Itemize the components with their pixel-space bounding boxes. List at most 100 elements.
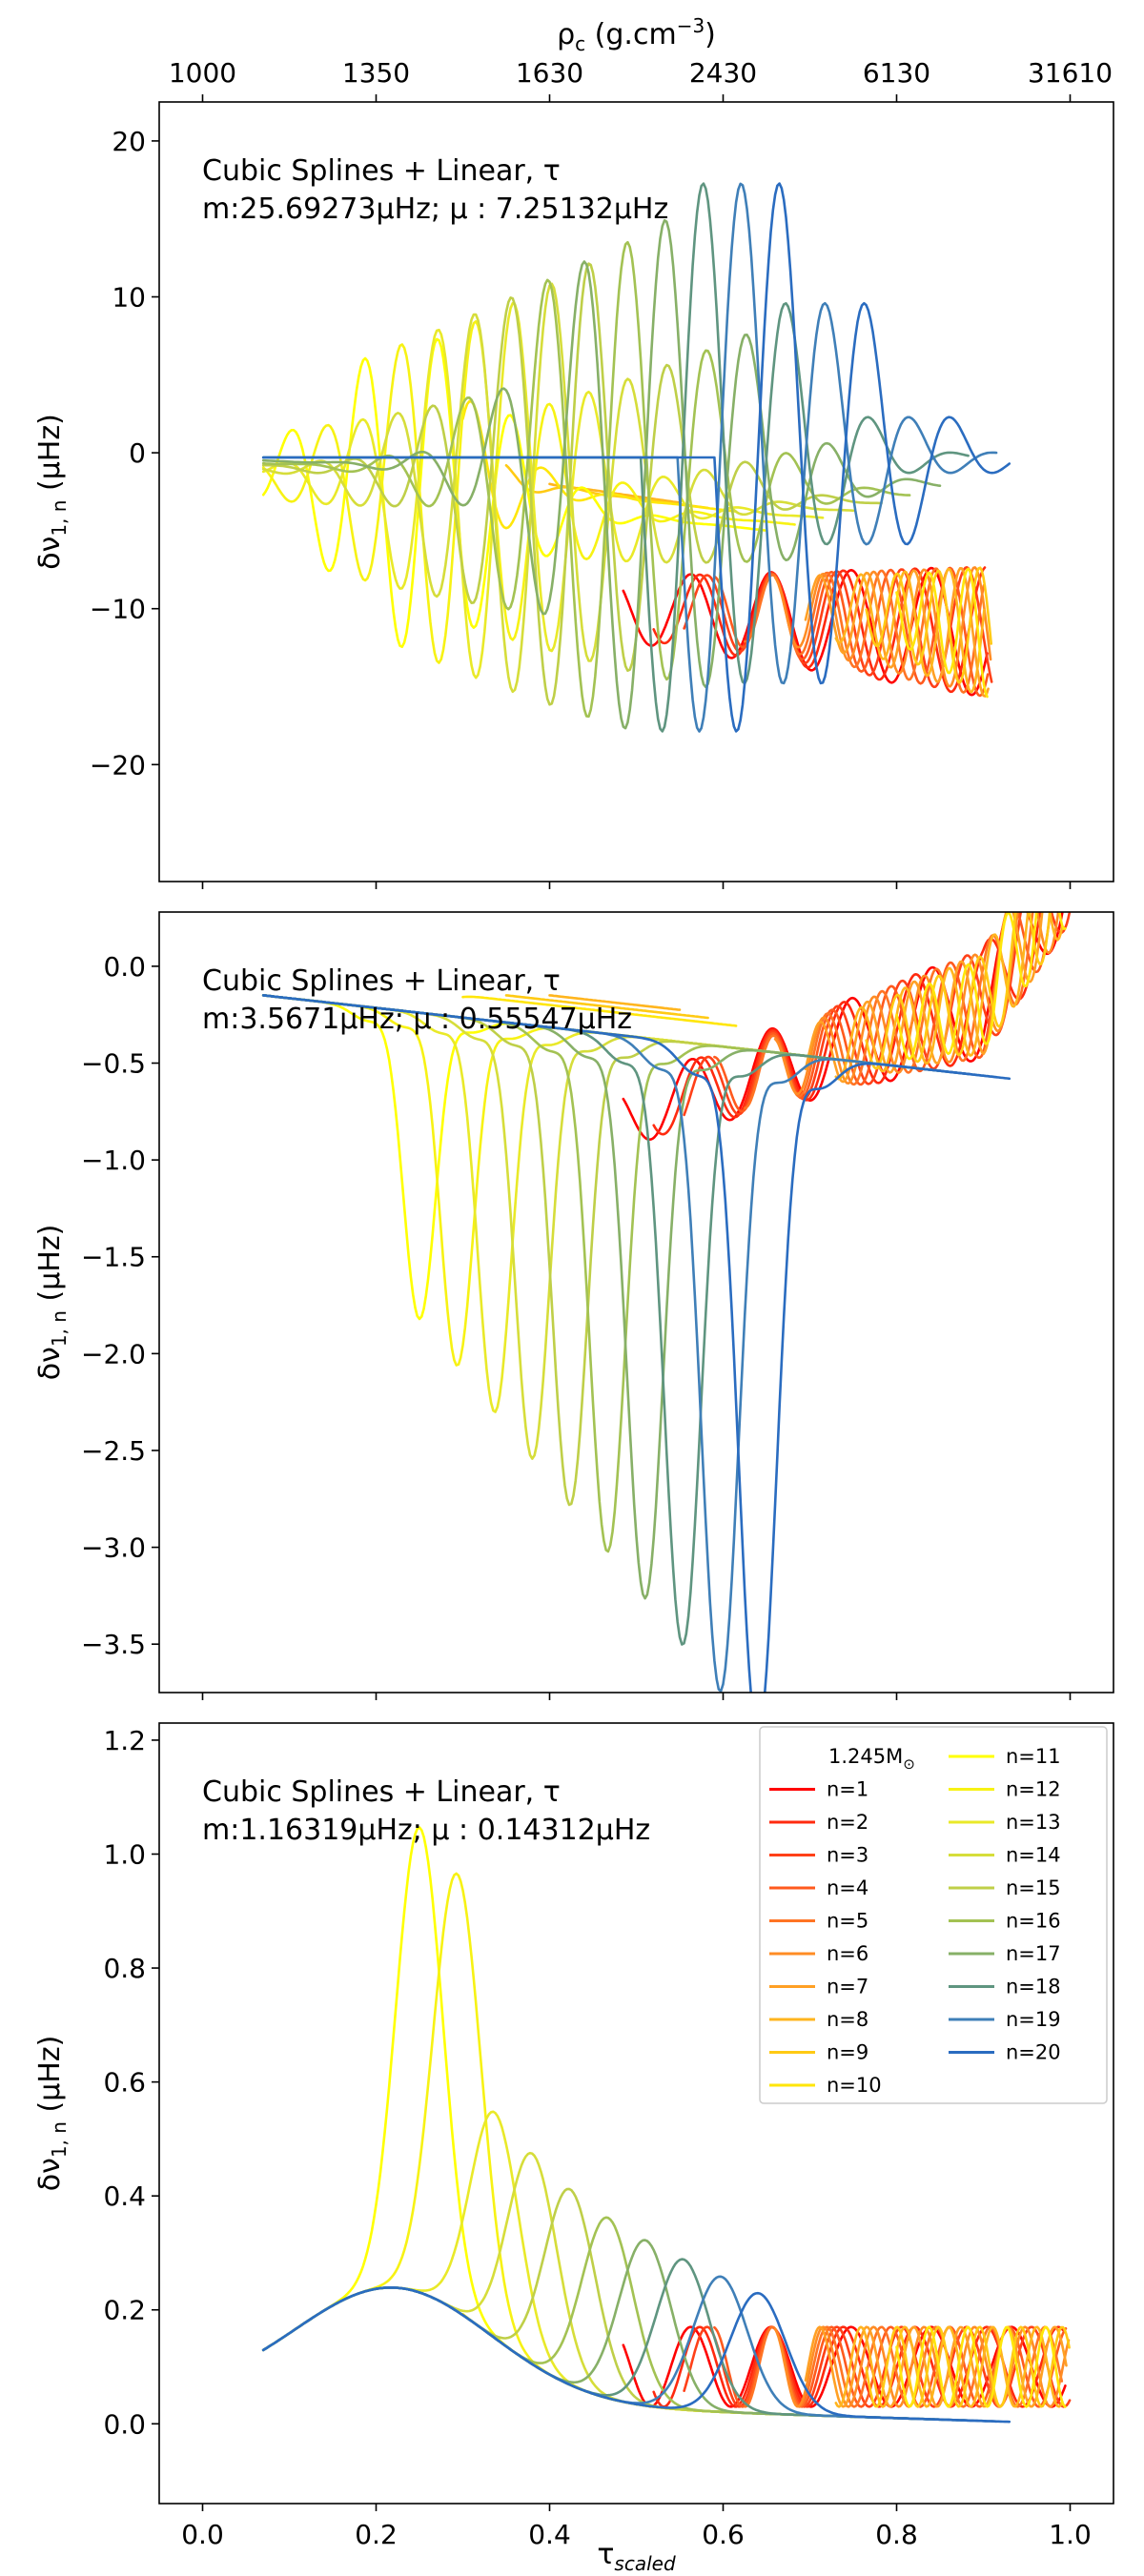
top-axis-label-unit: (g.cm <box>585 18 677 51</box>
legend-label: n=5 <box>827 1910 868 1933</box>
bottom-axis: 0.0 0.2 0.4 0.6 0.8 1.0 τscaled <box>181 2519 1092 2575</box>
y-axis-label-unit: (μHz) <box>33 414 67 499</box>
top-axis-label-close: ) <box>705 18 716 51</box>
legend-box <box>759 1726 1108 2104</box>
y-axis-label-sub: 1, n <box>48 2121 71 2158</box>
panel-curves <box>261 182 1011 733</box>
y-tick-label: −3.5 <box>81 1629 146 1660</box>
panel-frame <box>158 911 1114 1694</box>
y-axis-label-unit: (μHz) <box>33 1225 67 1310</box>
y-tick-label: 0.4 <box>103 2180 146 2212</box>
legend-title-text: 1.245M <box>828 1745 903 1768</box>
series-line-n13 <box>261 301 825 679</box>
panel-annotation-line1: Cubic Splines + Linear, τ <box>202 154 561 188</box>
panel-annotation-line2: m:25.69273μHz; μ : 7.25132μHz <box>202 193 668 226</box>
y-axis-label: δν1, n (μHz) <box>33 414 71 570</box>
legend-label: n=20 <box>1006 2041 1061 2064</box>
series-line-n6 <box>773 912 1060 1096</box>
series-line-n10 <box>461 399 738 530</box>
series-line-n2 <box>652 2325 1065 2408</box>
y-tick-label: −10 <box>90 594 146 625</box>
legend: 1.245M⊙ n=1 n=2 n=3 n=4 n=5 n=6 n=7 n=8 n=9 n=10 n=… <box>759 1726 1108 2104</box>
panel-annotation-line1: Cubic Splines + Linear, τ <box>202 964 561 998</box>
series-line-n7 <box>804 567 990 698</box>
panel-3: 0.0 0.2 0.4 0.6 0.8 1.0 1.2 δν1, n (μHz) Cubic S… <box>33 1722 1114 2511</box>
x-tick-label: 0.0 <box>181 2519 224 2550</box>
series-line-n17 <box>261 218 942 730</box>
y-axis-label-unit: (μHz) <box>33 2036 67 2121</box>
x-tick-label: 0.6 <box>702 2519 745 2550</box>
series-line-n10 <box>461 995 738 1027</box>
legend-label: n=11 <box>1006 1745 1061 1768</box>
series-line-n18 <box>261 994 970 1646</box>
y-tick-label: −3.0 <box>81 1532 146 1564</box>
panel-curves <box>261 1826 1072 2424</box>
series-line-n16 <box>261 2216 911 2421</box>
y-axis-label-symbol: δν <box>33 1347 67 1380</box>
y-tick-label: 0.2 <box>103 2295 146 2326</box>
x-axis-label: τscaled <box>597 2538 676 2575</box>
series-line-n8 <box>834 2325 1064 2408</box>
series-line-n10 <box>895 2325 1067 2408</box>
x-axis-label-sub: scaled <box>614 2552 676 2575</box>
legend-label: n=16 <box>1006 1910 1061 1933</box>
series-line-n19 <box>261 994 998 1693</box>
legend-label: n=2 <box>827 1811 868 1834</box>
legend-label: n=17 <box>1006 1942 1061 1965</box>
top-axis-tick-label: 31610 <box>1028 57 1113 89</box>
legend-label: n=12 <box>1006 1778 1061 1801</box>
y-tick-label: −20 <box>90 749 146 781</box>
top-axis-label: ρc (g.cm−3) <box>557 14 716 55</box>
y-axis-label: δν1, n (μHz) <box>33 1225 71 1381</box>
series-line-n12 <box>261 1872 796 2417</box>
x-axis-label-symbol: τ <box>597 2538 614 2571</box>
series-line-n20 <box>261 182 1011 733</box>
panel-frame <box>158 1722 1114 2505</box>
legend-label: n=14 <box>1006 1844 1061 1867</box>
legend-label: n=3 <box>827 1844 868 1867</box>
top-axis-tick-label: 1630 <box>516 57 583 89</box>
series-line-n20 <box>261 994 1011 1693</box>
y-tick-label: 0.0 <box>103 951 146 983</box>
y-tick-label: 1.2 <box>103 1725 146 1756</box>
y-axis-label-sub: 1, n <box>48 1310 71 1347</box>
x-tick-label: 0.8 <box>875 2519 918 2550</box>
series-line-n8 <box>548 994 682 1011</box>
y-tick-label: 0 <box>129 437 146 469</box>
panel-annotation-line2: m:3.5671μHz; μ : 0.55547μHz <box>202 1003 632 1036</box>
panel-frame <box>158 101 1114 882</box>
top-axis-tick-label: 2430 <box>689 57 757 89</box>
y-tick-label: −1.5 <box>81 1242 146 1273</box>
legend-label: n=13 <box>1006 1811 1061 1834</box>
series-line-n1 <box>622 2325 1067 2408</box>
panel-annotation-line1: Cubic Splines + Linear, τ <box>202 1775 561 1809</box>
top-axis-tick-label: 1350 <box>342 57 410 89</box>
top-axis-label-sup: −3 <box>677 14 705 37</box>
y-axis-label-symbol: δν <box>33 537 67 570</box>
panel-2: −3.5 −3.0 −2.5 −2.0 −1.5 −1.0 −0.5 0.0 δν1, n (μ… <box>33 911 1114 1700</box>
series-line-n16 <box>261 994 911 1553</box>
legend-label: n=18 <box>1006 1976 1061 1998</box>
y-tick-label: −0.5 <box>81 1048 146 1080</box>
series-line-n2 <box>652 912 1042 1136</box>
series-line-n8 <box>834 567 986 694</box>
y-tick-label: −2.0 <box>81 1338 146 1369</box>
series-line-n10 <box>895 567 989 699</box>
legend-label: n=1 <box>827 1778 868 1801</box>
top-axis: 1000 1350 1630 2430 6130 31610 ρc (g.cm−3) <box>169 14 1113 102</box>
series-line-n9 <box>865 912 1052 1070</box>
y-tick-label: 1.0 <box>103 1838 146 1870</box>
legend-label: n=15 <box>1006 1876 1061 1899</box>
y-tick-label: −2.5 <box>81 1435 146 1467</box>
series-line-n9 <box>504 994 709 1020</box>
y-tick-label: 0.8 <box>103 1953 146 1984</box>
series-line-n9 <box>865 2325 1071 2408</box>
top-axis-tick-label: 6130 <box>863 57 930 89</box>
x-tick-label: 1.0 <box>1049 2519 1092 2550</box>
y-tick-label: −1.0 <box>81 1145 146 1176</box>
series-line-n10 <box>895 912 1067 1061</box>
series-line-n13 <box>261 994 825 1413</box>
series-line-n6 <box>773 2325 1071 2408</box>
series-line-n14 <box>261 994 855 1460</box>
